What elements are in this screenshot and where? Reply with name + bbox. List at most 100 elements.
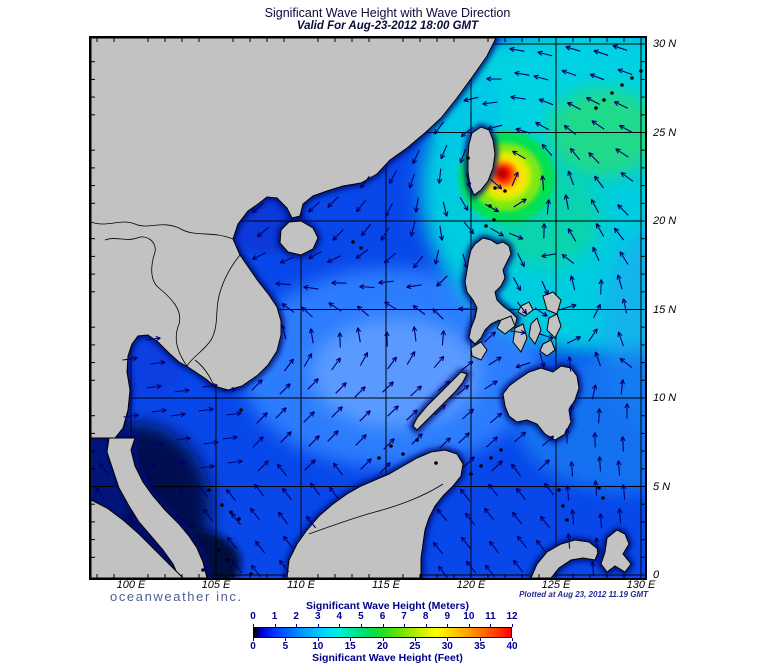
meters-tick-label: 12 xyxy=(506,611,518,622)
colorbar-feet-title: Significant Wave Height (Feet) xyxy=(312,652,463,664)
meters-tick-mark xyxy=(382,624,384,627)
landmass xyxy=(512,323,528,353)
landmass xyxy=(470,341,488,361)
island-dot xyxy=(377,456,381,460)
feet-tick-mark xyxy=(350,638,352,641)
feet-tick-label: 15 xyxy=(344,641,356,652)
lon-tick-label: 115 E xyxy=(372,579,400,591)
lon-tick-label: 110 E xyxy=(287,579,315,591)
island-dot xyxy=(561,504,565,508)
country-border xyxy=(308,483,444,535)
lat-tick-label: 30 N xyxy=(653,38,677,50)
meters-tick-mark xyxy=(468,624,470,627)
island-dot xyxy=(597,486,601,490)
landmass xyxy=(90,37,497,439)
feet-tick-label: 5 xyxy=(282,641,289,652)
oceanweather-branding: oceanweather inc. xyxy=(110,589,243,604)
lon-tick-label: 100 E xyxy=(116,579,146,591)
feet-tick-label: 10 xyxy=(312,641,324,652)
landmass xyxy=(528,317,542,345)
island-dot xyxy=(503,189,507,193)
map-canvas xyxy=(61,23,771,598)
meters-tick-label: 3 xyxy=(314,611,321,622)
meters-tick-mark xyxy=(447,624,449,627)
feet-tick-label: 20 xyxy=(376,641,389,652)
island-dot xyxy=(220,503,224,507)
meters-tick-mark xyxy=(425,624,427,627)
island-dot xyxy=(601,496,605,500)
island-dot xyxy=(602,98,606,102)
wave-height-map xyxy=(61,23,771,598)
feet-tick-mark xyxy=(382,638,384,641)
island-dot xyxy=(565,518,569,522)
landmass xyxy=(539,339,556,357)
lat-tick-label: 20 N xyxy=(653,215,677,227)
island-dot xyxy=(217,548,221,552)
feet-tick-mark xyxy=(317,638,319,641)
meters-tick-label: 10 xyxy=(463,611,475,622)
valid-time-subtitle: Valid For Aug-23-2012 18:00 GMT xyxy=(296,20,479,32)
island-dot xyxy=(225,558,229,562)
lat-tick-label: 0 xyxy=(653,569,660,581)
meters-tick-label: 11 xyxy=(485,611,496,622)
meters-tick-label: 1 xyxy=(271,611,278,622)
feet-tick-label: 30 xyxy=(441,641,453,652)
island-dot xyxy=(499,448,503,452)
meters-tick-label: 7 xyxy=(401,611,407,622)
country-border xyxy=(194,359,215,387)
meters-tick-mark xyxy=(512,624,513,627)
landmass xyxy=(496,315,516,335)
island-dot xyxy=(466,156,470,160)
island-dot xyxy=(479,464,483,468)
country-border xyxy=(104,236,188,367)
landmass xyxy=(412,371,468,431)
meters-tick-label: 0 xyxy=(250,611,256,622)
colorbar-meters-title: Significant Wave Height (Meters) xyxy=(306,600,469,612)
island-dot xyxy=(401,452,405,456)
meters-tick-mark xyxy=(274,624,276,627)
colorbar-gradient xyxy=(253,627,512,638)
meters-tick-mark xyxy=(404,624,406,627)
landmass xyxy=(530,539,600,579)
feet-tick-mark xyxy=(447,638,449,641)
meters-tick-label: 6 xyxy=(379,611,386,622)
island-dot xyxy=(207,488,211,492)
lon-tick-label: 125 E xyxy=(541,579,571,591)
island-dot xyxy=(359,246,363,250)
country-border xyxy=(186,254,241,367)
feet-tick-label: 25 xyxy=(409,641,421,652)
country-border xyxy=(90,221,234,240)
lat-tick-label: 25 N xyxy=(653,126,677,139)
island-dot xyxy=(630,76,634,80)
landmass xyxy=(600,529,632,573)
island-dot xyxy=(610,91,614,95)
lon-tick-label: 105 E xyxy=(201,579,231,591)
meters-tick-label: 2 xyxy=(293,611,299,622)
frame-minor-ticks xyxy=(91,38,645,578)
wave-height-shade xyxy=(498,169,506,177)
meters-tick-mark xyxy=(253,624,254,627)
landmass xyxy=(286,449,464,579)
island-dot xyxy=(484,224,488,228)
feet-tick-mark xyxy=(285,638,287,641)
meters-tick-label: 4 xyxy=(336,611,343,622)
island-dot xyxy=(557,488,561,492)
island-dot xyxy=(239,408,243,412)
island-dot xyxy=(620,83,624,87)
lat-tick-label: 5 N xyxy=(653,480,671,493)
feet-tick-label: 35 xyxy=(474,641,486,652)
feet-tick-mark xyxy=(512,638,513,641)
feet-tick-mark xyxy=(414,638,416,641)
island-dot xyxy=(594,106,598,110)
island-dot xyxy=(492,218,496,222)
feet-tick-mark xyxy=(479,638,481,641)
island-dot xyxy=(351,240,355,244)
meters-tick-label: 5 xyxy=(358,611,364,622)
wave-direction-arrows xyxy=(94,44,634,579)
island-dot xyxy=(469,472,473,476)
island-dot xyxy=(639,69,643,73)
plotted-timestamp: Plotted at Aug 23, 2012 11.19 GMT xyxy=(519,590,648,599)
meters-tick-mark xyxy=(360,624,362,627)
meters-tick-mark xyxy=(296,624,298,627)
